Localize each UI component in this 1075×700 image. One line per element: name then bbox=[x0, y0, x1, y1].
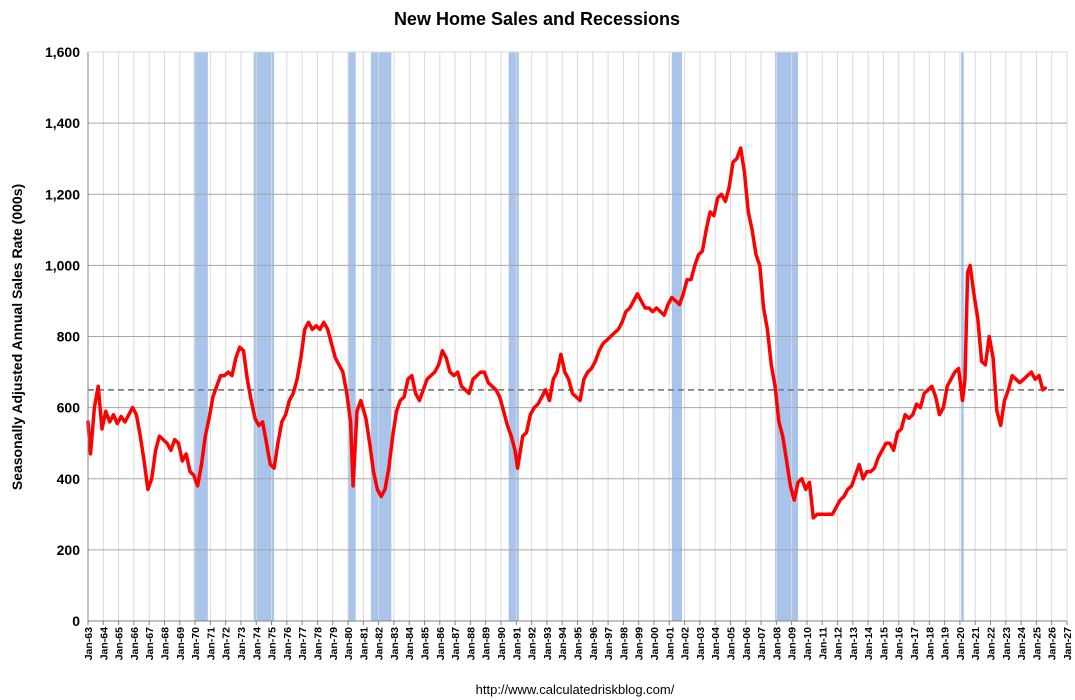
x-tick-label: Jan-64 bbox=[98, 627, 110, 660]
x-tick-label: Jan-00 bbox=[649, 627, 661, 660]
sales-rate-line bbox=[86, 146, 1048, 520]
x-tick-label: Jan-83 bbox=[389, 627, 401, 660]
x-tick-label: Jan-63 bbox=[83, 627, 95, 660]
x-tick-label: Jan-80 bbox=[343, 627, 355, 660]
x-tick-label: Jan-87 bbox=[450, 627, 462, 660]
x-tick-label: Jan-81 bbox=[358, 627, 370, 660]
x-tick-label: Jan-02 bbox=[680, 627, 692, 660]
x-tick-label: Jan-27 bbox=[1062, 627, 1074, 660]
x-tick-label: Jan-74 bbox=[251, 627, 263, 660]
x-tick-label: Jan-10 bbox=[802, 627, 814, 660]
x-tick-label: Jan-94 bbox=[557, 627, 569, 660]
x-tick-label: Jan-22 bbox=[986, 627, 998, 660]
x-tick-label: Jan-75 bbox=[267, 627, 279, 660]
x-tick-label: Jan-21 bbox=[970, 627, 982, 660]
x-tick-label: Jan-09 bbox=[787, 627, 799, 660]
x-tick-label: Jan-98 bbox=[618, 627, 630, 660]
x-tick-label: Jan-20 bbox=[955, 627, 967, 660]
x-tick-label: Jan-72 bbox=[221, 627, 233, 660]
x-tick-label: Jan-77 bbox=[297, 627, 309, 660]
x-tick-label: Jan-25 bbox=[1031, 627, 1043, 660]
x-tick-label: Jan-12 bbox=[833, 627, 845, 660]
x-tick-label: Jan-08 bbox=[771, 627, 783, 660]
source-url: http://www.calculatedriskblog.com/ bbox=[476, 682, 675, 697]
x-tick-label: Jan-78 bbox=[312, 627, 324, 660]
y-axis-label: Seasonally Adjusted Annual Sales Rate (0… bbox=[9, 184, 25, 490]
x-tick-label: Jan-76 bbox=[282, 627, 294, 660]
y-tick-label: 600 bbox=[57, 400, 81, 416]
y-tick-labels: 0 200 400 600 800 1,000 1,200 1,400 1,600 bbox=[45, 44, 80, 629]
x-tick-label: Jan-95 bbox=[573, 627, 585, 660]
x-tick-label: Jan-96 bbox=[588, 627, 600, 660]
x-tick-label: Jan-16 bbox=[894, 627, 906, 660]
y-tick-label: 200 bbox=[57, 542, 81, 558]
x-tick-labels: Jan-63 Jan-64 Jan-65 Jan-66 Jan-67 Jan-68 Jan-… bbox=[83, 621, 1074, 660]
x-tick-label: Jan-05 bbox=[725, 627, 737, 660]
x-tick-label: Jan-06 bbox=[741, 627, 753, 660]
x-tick-label: Jan-97 bbox=[603, 627, 615, 660]
x-tick-label: Jan-89 bbox=[481, 627, 493, 660]
series-layer bbox=[86, 146, 1048, 520]
x-tick-label: Jan-23 bbox=[1001, 627, 1013, 660]
x-tick-label: Jan-91 bbox=[511, 627, 523, 660]
x-tick-label: Jan-04 bbox=[710, 627, 722, 660]
x-tick-label: Jan-01 bbox=[664, 627, 676, 660]
x-tick-label: Jan-24 bbox=[1016, 627, 1028, 660]
x-tick-label: Jan-90 bbox=[496, 627, 508, 660]
x-tick-label: Jan-11 bbox=[817, 627, 829, 660]
x-tick-label: Jan-86 bbox=[435, 627, 447, 660]
x-tick-label: Jan-73 bbox=[236, 627, 248, 660]
x-tick-label: Jan-17 bbox=[909, 627, 921, 660]
x-tick-label: Jan-88 bbox=[465, 627, 477, 660]
x-tick-label: Jan-93 bbox=[542, 627, 554, 660]
x-tick-label: Jan-19 bbox=[940, 627, 952, 660]
y-tick-label: 400 bbox=[57, 471, 81, 487]
chart-title: New Home Sales and Recessions bbox=[394, 9, 680, 29]
y-tick-label: 1,600 bbox=[45, 44, 80, 60]
x-tick-label: Jan-99 bbox=[634, 627, 646, 660]
x-tick-label: Jan-07 bbox=[756, 627, 768, 660]
x-tick-label: Jan-69 bbox=[175, 627, 187, 660]
x-tick-label: Jan-13 bbox=[848, 627, 860, 660]
y-tick-label: 800 bbox=[57, 329, 81, 345]
x-tick-label: Jan-92 bbox=[527, 627, 539, 660]
x-tick-label: Jan-68 bbox=[159, 627, 171, 660]
x-tick-label: Jan-26 bbox=[1047, 627, 1059, 660]
x-tick-label: Jan-82 bbox=[374, 627, 386, 660]
y-tick-label: 1,400 bbox=[45, 115, 80, 131]
x-tick-label: Jan-70 bbox=[190, 627, 202, 660]
y-tick-label: 0 bbox=[72, 613, 80, 629]
x-tick-label: Jan-15 bbox=[878, 627, 890, 660]
x-tick-label: Jan-14 bbox=[863, 627, 875, 660]
x-tick-label: Jan-84 bbox=[404, 627, 416, 660]
x-tick-label: Jan-03 bbox=[695, 627, 707, 660]
x-tick-label: Jan-79 bbox=[328, 627, 340, 660]
x-tick-label: Jan-71 bbox=[205, 627, 217, 660]
x-tick-label: Jan-85 bbox=[420, 627, 432, 660]
y-tick-label: 1,000 bbox=[45, 257, 80, 273]
x-tick-label: Jan-18 bbox=[924, 627, 936, 660]
x-tick-label: Jan-67 bbox=[144, 627, 156, 660]
x-tick-label: Jan-65 bbox=[114, 627, 126, 660]
y-tick-label: 1,200 bbox=[45, 186, 80, 202]
x-tick-label: Jan-66 bbox=[129, 627, 141, 660]
